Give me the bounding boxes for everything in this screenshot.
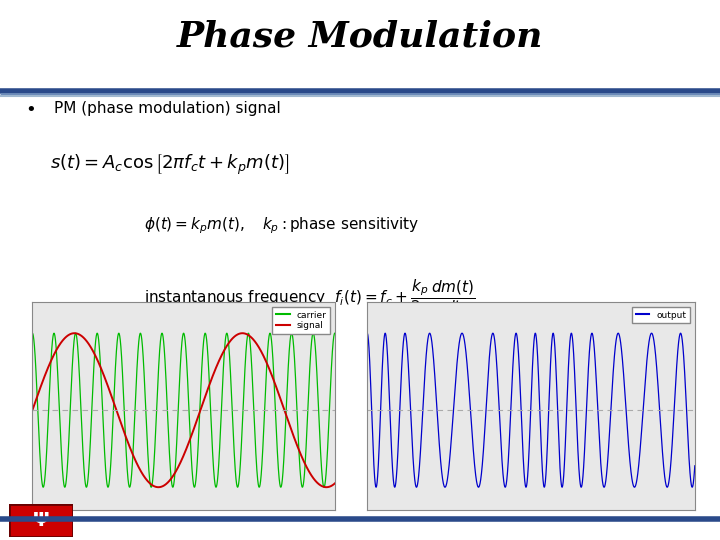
FancyBboxPatch shape xyxy=(15,517,67,523)
Text: PM (phase modulation) signal: PM (phase modulation) signal xyxy=(54,101,281,116)
FancyBboxPatch shape xyxy=(53,509,67,532)
Text: $\phi(t) = k_p m(t), \quad k_p : \mathrm{phase\ sensitivity}$: $\phi(t) = k_p m(t), \quad k_p : \mathrm… xyxy=(144,215,420,235)
Text: •: • xyxy=(25,101,36,119)
FancyBboxPatch shape xyxy=(9,504,73,537)
Text: $\mathrm{instantanous\ frequency}\ \ f_i(t) = f_c + \dfrac{k_p}{2\pi}\dfrac{dm(t: $\mathrm{instantanous\ frequency}\ \ f_i… xyxy=(144,278,475,315)
Text: Ψ: Ψ xyxy=(32,511,50,530)
Legend: output: output xyxy=(632,307,690,323)
FancyBboxPatch shape xyxy=(9,504,73,537)
Text: Phase Modulation: Phase Modulation xyxy=(177,20,543,53)
Text: $s(t) = A_c \cos\left[2\pi f_c t + k_p m(t)\right]$: $s(t) = A_c \cos\left[2\pi f_c t + k_p m… xyxy=(50,153,289,177)
Legend: carrier, signal: carrier, signal xyxy=(272,307,330,334)
FancyBboxPatch shape xyxy=(15,509,30,532)
